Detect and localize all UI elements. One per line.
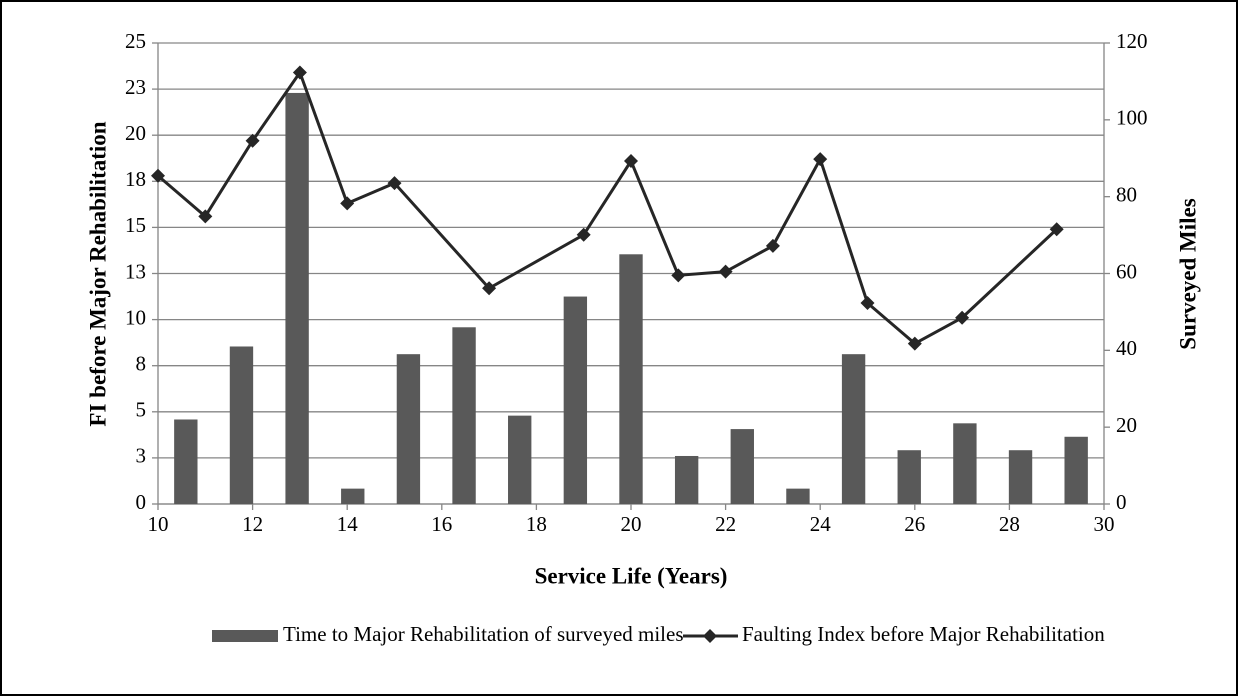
y-tick-label: 20	[125, 121, 146, 145]
y-tick-label: 0	[136, 490, 147, 514]
y2-tick-label: 100	[1116, 106, 1148, 130]
y-tick-label: 18	[125, 167, 146, 191]
x-axis-title: Service Life (Years)	[535, 563, 728, 588]
x-tick-label: 16	[431, 512, 452, 536]
y-tick-label: 25	[125, 29, 146, 53]
x-tick-label: 12	[242, 512, 263, 536]
marker	[292, 65, 307, 80]
bar	[285, 92, 309, 505]
marker	[340, 196, 355, 211]
x-tick-label: 28	[999, 512, 1020, 536]
y2-tick-label: 40	[1116, 336, 1137, 360]
y-tick-label: 8	[136, 352, 147, 376]
x-tick-label: 18	[526, 512, 547, 536]
marker	[482, 281, 497, 296]
marker	[151, 168, 165, 183]
marker	[765, 238, 780, 253]
y2-tick-label: 0	[1116, 490, 1127, 514]
marker	[813, 152, 828, 167]
bar	[674, 455, 699, 504]
marker	[387, 176, 402, 191]
bar	[508, 415, 532, 504]
bar	[1008, 450, 1033, 504]
y2-axis-title: Surveyed Miles	[1175, 198, 1200, 349]
x-tick-label: 14	[337, 512, 359, 536]
marker	[198, 209, 213, 224]
bar	[953, 423, 977, 504]
bar	[563, 296, 588, 504]
x-tick-label: 22	[715, 512, 736, 536]
bar	[1064, 436, 1088, 504]
bar	[730, 429, 754, 504]
y2-tick-label: 80	[1116, 182, 1137, 206]
legend-marker	[703, 629, 717, 643]
legend-label: Faulting Index before Major Rehabilitati…	[742, 622, 1105, 646]
y-tick-label: 23	[125, 75, 146, 99]
y2-tick-label: 20	[1116, 413, 1137, 437]
bar	[841, 354, 866, 504]
x-tick-label: 20	[621, 512, 642, 536]
y-axis-title: FI before Major Rehabilitation	[85, 121, 110, 426]
marker	[1049, 222, 1064, 237]
x-tick-label: 30	[1094, 512, 1115, 536]
x-tick-label: 24	[810, 512, 832, 536]
marker	[576, 227, 591, 242]
y-tick-label: 3	[136, 444, 147, 468]
y-tick-label: 5	[136, 398, 147, 422]
bar	[341, 488, 365, 504]
bar	[174, 419, 198, 504]
marker	[955, 310, 970, 325]
bar	[897, 450, 921, 504]
bar	[229, 346, 254, 504]
bar	[619, 254, 643, 504]
legend-swatch	[212, 630, 278, 642]
marker	[907, 336, 922, 351]
y2-tick-label: 120	[1116, 29, 1148, 53]
marker	[718, 264, 733, 279]
y-tick-label: 15	[125, 213, 146, 237]
y2-tick-label: 60	[1116, 259, 1137, 283]
marker	[624, 154, 638, 169]
y-tick-label: 10	[125, 305, 146, 329]
marker	[860, 296, 875, 311]
bar	[396, 354, 421, 504]
x-tick-label: 10	[148, 512, 169, 536]
x-tick-label: 26	[904, 512, 925, 536]
marker	[671, 268, 686, 283]
y-tick-label: 13	[125, 259, 146, 283]
marker	[245, 133, 260, 148]
bar	[786, 488, 810, 504]
legend-label: Time to Major Rehabilitation of surveyed…	[283, 622, 684, 646]
bar	[452, 327, 476, 504]
